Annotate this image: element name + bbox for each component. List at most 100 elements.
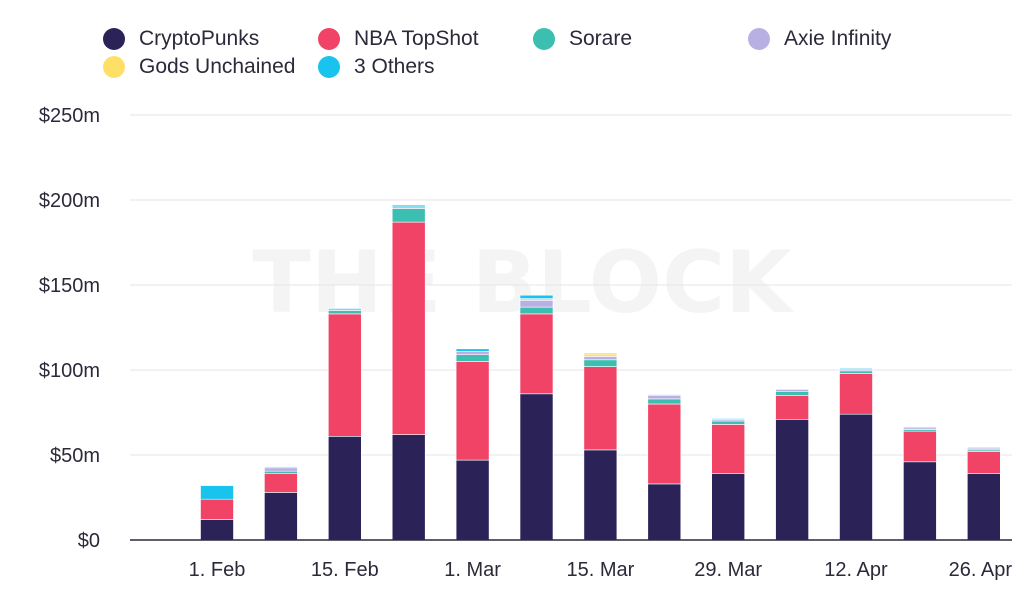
y-tick-label: $100m [39,360,100,382]
legend-swatch-3-others [318,56,340,78]
bar-stack [839,367,873,541]
bar-segment [264,466,298,469]
x-tick-label: 12. Apr [824,559,888,581]
bar-segment [647,394,682,396]
bar-segment [327,435,362,541]
bar-segment [455,361,490,461]
bar-segment [775,388,809,390]
legend-swatch-axie-infinity [748,28,770,50]
bar-segment [583,449,618,541]
bar-segment [903,430,937,463]
bar-segment [775,390,809,396]
x-axis: 1. Feb 15. Feb 1. Mar 15. Mar 29. Mar 12. Apr… [189,559,1013,581]
legend-item-cryptopunks[interactable]: CryptoPunks [103,25,259,53]
y-tick-label: $0 [78,530,100,552]
bar-segment [583,353,618,357]
bar-segment [711,420,746,425]
bar-segment [455,459,490,541]
legend-label-sorare: Sorare [569,27,633,50]
y-tick-label: $200m [39,190,100,212]
bar-segment [647,403,682,485]
bar-segment [647,398,682,405]
bar-segment [519,299,554,308]
bar-segment [711,418,746,420]
bar-segment [839,413,873,541]
bar-segment [903,461,937,541]
x-tick-label: 15. Feb [311,559,379,581]
bar-segment [391,204,426,208]
bar-segment [775,418,809,541]
y-tick-label: $150m [39,275,100,297]
bar-segment [327,307,362,309]
bar-segment [200,485,234,500]
bar-segment [327,310,362,315]
bar-stack [455,348,490,541]
legend-item-gods-unchained[interactable]: Gods Unchained [103,53,295,81]
bar-stack [327,307,362,541]
bar-segment [519,294,554,299]
bar-segment [327,308,362,311]
bar-segment [519,306,554,315]
bar-stack [903,426,937,541]
legend-label-gods-unchained: Gods Unchained [139,55,296,78]
bar-segment [583,356,618,361]
legend-item-nba-topshot[interactable]: NBA TopShot [318,25,479,53]
legend-swatch-gods-unchained [103,56,125,78]
bar-stack [966,447,1001,541]
bar-segment [966,451,1001,475]
legend-item-3-others[interactable]: 3 Others [318,53,435,81]
x-tick-label: 15. Mar [566,559,634,581]
bar-stack [264,466,298,541]
bar-segment [711,424,746,474]
bar-stack [519,294,554,541]
bar-segment [200,498,234,520]
legend-label-3-others: 3 Others [354,55,435,78]
legend-item-axie-infinity[interactable]: Axie Infinity [748,25,891,53]
gridlines [130,114,1012,456]
bar-stack [200,485,234,541]
bar-segment [903,426,937,429]
bar-segment [264,492,298,541]
bar-segment [775,395,809,420]
bar-segment [391,434,426,541]
bar-segment [966,447,1001,449]
bar-stack [647,394,682,541]
bar-stack [711,418,746,541]
legend-swatch-sorare [533,28,555,50]
legend-label-cryptopunks: CryptoPunks [139,27,260,50]
bar-segment [327,313,362,437]
bar-segment [583,359,618,367]
bar-segment [519,393,554,541]
bar-segment [839,373,873,415]
bar-stack [775,388,809,541]
chart-legend: CryptoPunks NBA TopShot Sorare Axie Infi… [0,0,1036,90]
legend-label-axie-infinity: Axie Infinity [784,27,892,50]
bar-segment [839,367,873,370]
bar-segment [775,389,809,392]
bar-segment [455,348,490,352]
x-tick-label: 29. Mar [694,559,762,581]
bar-segment [455,350,490,355]
bar-segment [391,208,426,223]
bar-segment [264,473,298,493]
legend-item-sorare[interactable]: Sorare [533,25,632,53]
bar-stack [583,352,618,541]
bar-segment [264,467,298,472]
y-tick-label: $50m [50,445,100,467]
bar-segment [966,473,1001,541]
bar-stacks [200,204,1001,541]
x-tick-label: 1. Feb [189,559,246,581]
legend-label-nba-topshot: NBA TopShot [354,27,479,50]
bar-segment [200,519,234,541]
bar-stack [391,204,426,541]
x-tick-label: 1. Mar [444,559,501,581]
y-tick-label: $250m [39,105,100,127]
bar-segment [647,483,682,541]
x-tick-label: 26. Apr [949,559,1013,581]
legend-swatch-cryptopunks [103,28,125,50]
bar-segment [839,370,873,374]
bar-segment [391,221,426,435]
y-axis: $0 $50m $100m $150m $200m $250m [39,105,100,552]
bar-segment [647,395,682,400]
